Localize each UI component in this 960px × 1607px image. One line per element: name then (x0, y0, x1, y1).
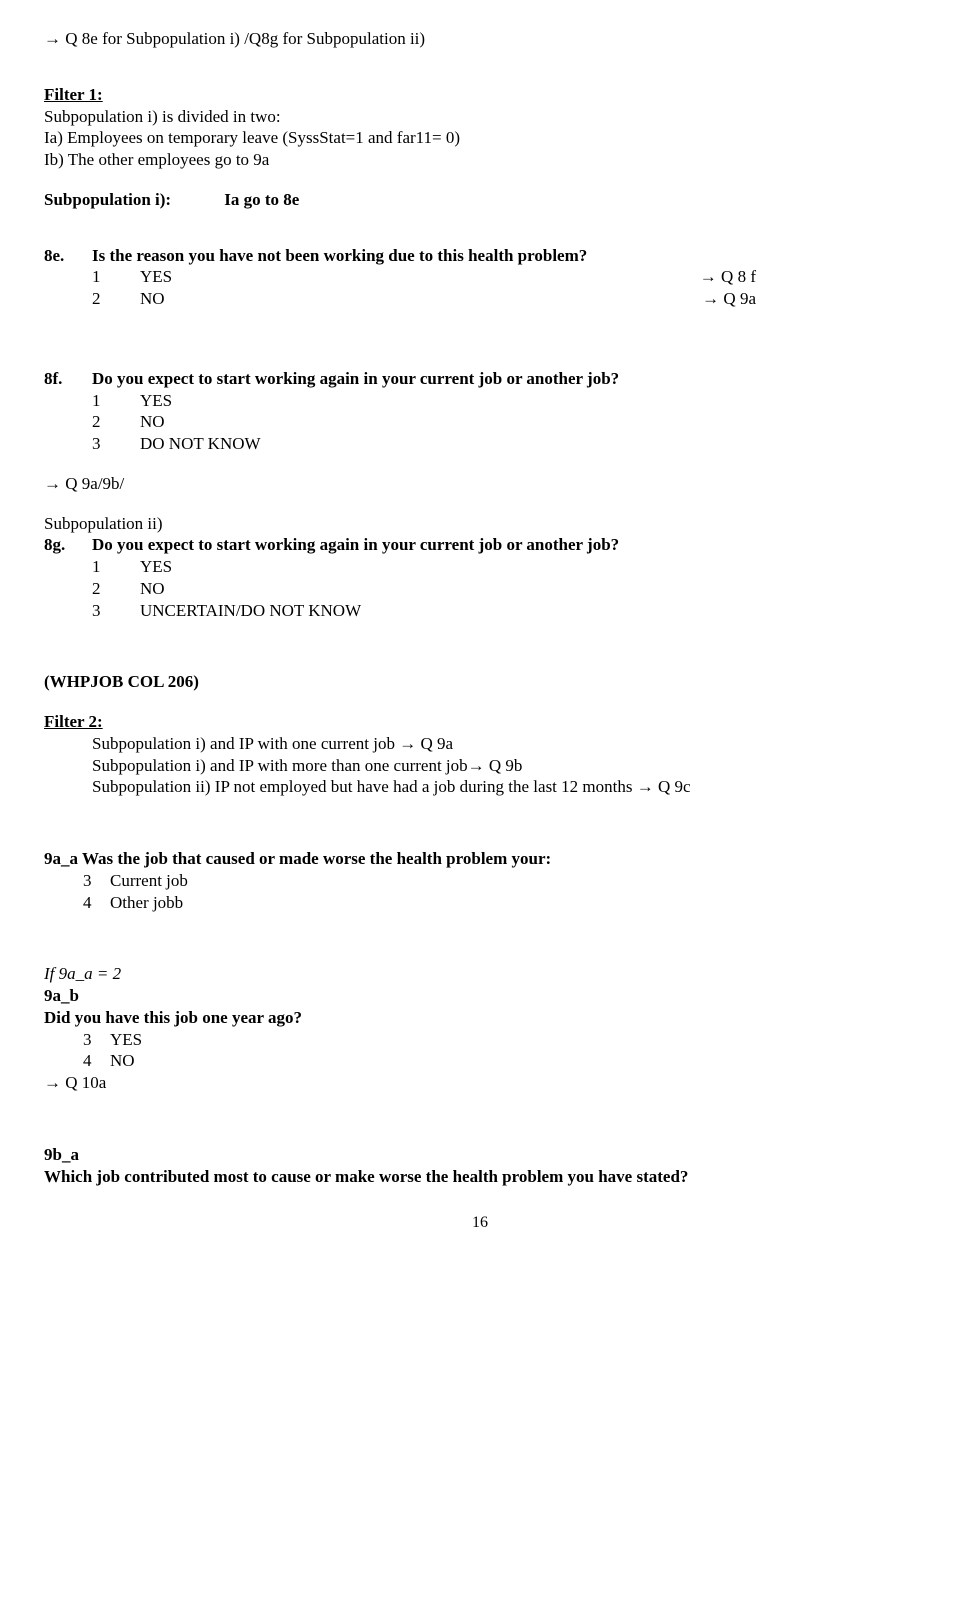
filter-2-line3: Subpopulation ii) IP not employed but ha… (92, 776, 916, 798)
option-label: UNCERTAIN/DO NOT KNOW (140, 600, 361, 622)
filter-2-line1: Subpopulation i) and IP with one current… (92, 733, 916, 755)
option-skip: → Q 9a (702, 288, 916, 310)
q8e-option-2: 2 NO → Q 9a (44, 288, 916, 310)
option-label: Other jobb (110, 892, 183, 914)
q8f-option-3: 3 DO NOT KNOW (44, 433, 916, 455)
question-8e: 8e. Is the reason you have not been work… (44, 245, 916, 310)
q8e-text: Is the reason you have not been working … (92, 245, 916, 267)
filter-1-line2: Ia) Employees on temporary leave (SyssSt… (44, 127, 916, 149)
option-skip: → Q 8 f (700, 266, 916, 288)
option-number: 4 (83, 892, 110, 914)
whpjob-text: (WHPJOB COL 206) (44, 672, 199, 691)
q8f-option-2: 2 NO (44, 411, 916, 433)
option-label: YES (140, 556, 172, 578)
option-number: 2 (92, 411, 140, 433)
q8e-number: 8e. (44, 245, 92, 267)
option-number: 2 (92, 578, 140, 600)
question-8f: 8f. Do you expect to start working again… (44, 368, 916, 455)
q9a-b-option-2: 4 NO (44, 1050, 916, 1072)
q8f-option-1: 1 YES (44, 390, 916, 412)
question-8g: Subpopulation ii) 8g. Do you expect to s… (44, 513, 916, 622)
option-number: 1 (92, 556, 140, 578)
q8g-option-3: 3 UNCERTAIN/DO NOT KNOW (44, 600, 916, 622)
q9a-a-option-1: 3 Current job (44, 870, 916, 892)
top-routing-line: → Q 8e for Subpopulation i) /Q8g for Sub… (44, 28, 916, 50)
q9a-b-number: 9a_b (44, 985, 916, 1007)
filter-2-block: Filter 2: Subpopulation i) and IP with o… (44, 711, 916, 798)
q9a-b-text: Did you have this job one year ago? (44, 1007, 916, 1029)
option-label: NO (110, 1050, 135, 1072)
q9a-b-condition: If 9a_a = 2 (44, 963, 916, 985)
q8g-number: 8g. (44, 534, 92, 556)
option-label: NO (140, 288, 165, 310)
whpjob-label: (WHPJOB COL 206) (44, 671, 916, 693)
subpopulation-i-action: Ia go to 8e (224, 190, 299, 209)
q9b-a-text: Which job contributed most to cause or m… (44, 1166, 916, 1188)
option-number: 3 (92, 600, 140, 622)
option-label: DO NOT KNOW (140, 433, 261, 455)
filter-2-title: Filter 2: (44, 712, 103, 731)
q8f-routing: → Q 9a/9b/ (44, 473, 916, 495)
option-label: YES (140, 390, 172, 412)
q9a-a-option-2: 4 Other jobb (44, 892, 916, 914)
question-9a-a: 9a_a Was the job that caused or made wor… (44, 848, 916, 913)
option-label: Current job (110, 870, 188, 892)
q8g-option-2: 2 NO (44, 578, 916, 600)
q9a-b-routing: → Q 10a (44, 1072, 916, 1094)
option-label: YES (110, 1029, 142, 1051)
filter-1-title: Filter 1: (44, 85, 103, 104)
q9a-b-option-1: 3 YES (44, 1029, 916, 1051)
q8g-option-1: 1 YES (44, 556, 916, 578)
filter-1-line1: Subpopulation i) is divided in two: (44, 106, 916, 128)
option-label: NO (140, 411, 165, 433)
q8f-text: Do you expect to start working again in … (92, 368, 916, 390)
option-number: 3 (83, 1029, 110, 1051)
option-number: 3 (83, 870, 110, 892)
filter-1-block: Filter 1: Subpopulation i) is divided in… (44, 84, 916, 171)
option-number: 2 (92, 288, 140, 310)
question-9a-b: If 9a_a = 2 9a_b Did you have this job o… (44, 963, 916, 1094)
option-label: YES (140, 266, 172, 288)
filter-2-line2: Subpopulation i) and IP with more than o… (92, 755, 916, 777)
option-label: NO (140, 578, 165, 600)
option-number: 1 (92, 390, 140, 412)
filter-1-line3: Ib) The other employees go to 9a (44, 149, 916, 171)
q8g-text: Do you expect to start working again in … (92, 534, 916, 556)
option-number: 3 (92, 433, 140, 455)
q8g-intro: Subpopulation ii) (44, 513, 916, 535)
subpopulation-i-row: Subpopulation i): Ia go to 8e (44, 189, 916, 211)
question-9b-a: 9b_a Which job contributed most to cause… (44, 1144, 916, 1188)
q9a-a-intro: 9a_a Was the job that caused or made wor… (44, 848, 916, 870)
q8e-option-1: 1 YES → Q 8 f (44, 266, 916, 288)
q9b-a-number: 9b_a (44, 1144, 916, 1166)
option-number: 1 (92, 266, 140, 288)
page-number: 16 (44, 1213, 916, 1233)
option-number: 4 (83, 1050, 110, 1072)
q8f-number: 8f. (44, 368, 92, 390)
subpopulation-i-label: Subpopulation i): (44, 189, 220, 211)
